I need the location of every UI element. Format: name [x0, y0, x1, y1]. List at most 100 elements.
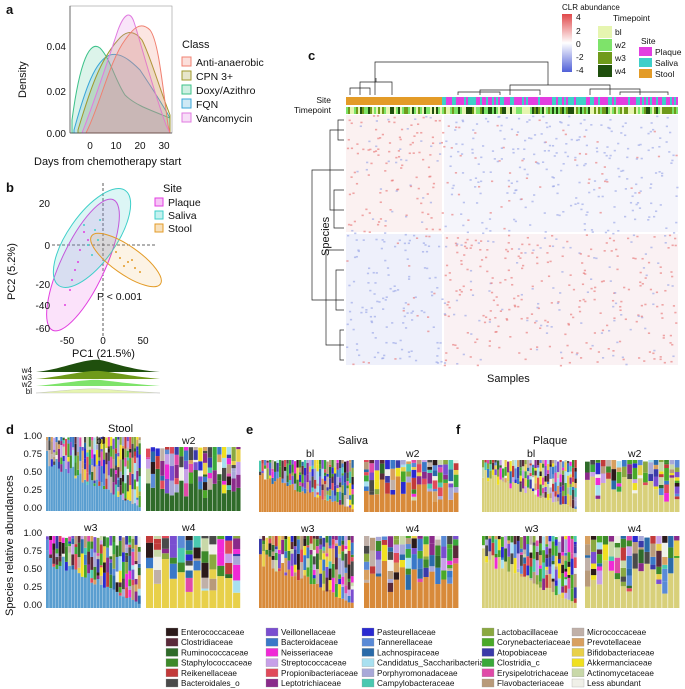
stacked-segment — [336, 502, 339, 512]
stacked-segment — [529, 552, 533, 558]
stacked-segment — [58, 541, 62, 557]
heat-cell — [511, 283, 514, 286]
clr-tick: 2 — [576, 26, 581, 36]
timepoint-cell — [400, 107, 402, 114]
stacked-segment — [509, 471, 512, 484]
heat-cell — [412, 152, 415, 154]
stacked-segment — [653, 464, 659, 470]
stacked-segment — [499, 460, 502, 466]
stacked-segment — [217, 565, 225, 577]
stacked-segment — [614, 547, 621, 558]
stacked-segment — [523, 549, 527, 555]
site-cell — [674, 97, 676, 105]
stacked-segment — [331, 476, 334, 483]
timepoint-cell — [502, 107, 504, 114]
heat-cell — [671, 285, 674, 287]
site-cell — [490, 97, 492, 105]
stacked-segment — [133, 451, 137, 457]
stacked-segment — [411, 462, 417, 468]
timepoint-cell — [490, 107, 492, 114]
timepoint-cell — [408, 107, 410, 114]
timepoint-cell — [376, 107, 378, 114]
stacked-segment — [286, 475, 289, 483]
stacked-segment — [217, 539, 225, 553]
stacked-segment — [77, 567, 81, 574]
heat-cell — [474, 177, 478, 180]
heat-cell — [480, 240, 483, 242]
heat-cell — [356, 349, 359, 351]
stacked-segment — [185, 540, 193, 551]
stacked-segment — [558, 594, 561, 608]
stacked-segment — [117, 496, 120, 511]
stacked-segment — [328, 580, 332, 590]
stacked-segment — [608, 560, 615, 571]
family-swatch — [571, 678, 585, 688]
stacked-segment — [329, 460, 332, 465]
stacked-segment — [212, 447, 217, 456]
stacked-segment — [554, 539, 558, 546]
stacked-segment — [482, 477, 485, 512]
stacked-segment — [128, 586, 132, 590]
family-swatch — [481, 668, 495, 677]
heat-cell — [544, 231, 547, 233]
stacked-segment — [336, 469, 339, 477]
stacked-segment — [55, 451, 58, 455]
stacked-segment — [236, 449, 241, 462]
heat-cell — [367, 149, 370, 151]
stacked-segment — [557, 501, 560, 512]
stacked-segment — [567, 552, 571, 562]
stacked-segment — [316, 483, 319, 486]
heat-cell — [445, 237, 449, 239]
stacked-segment — [552, 460, 555, 464]
site-cell — [658, 97, 660, 105]
stacked-segment — [509, 483, 512, 489]
heat-cell — [513, 192, 516, 194]
stacked-segment — [524, 460, 527, 465]
stacked-segment — [344, 600, 348, 608]
site-cell — [386, 97, 388, 105]
a-xtick: 10 — [110, 141, 122, 152]
site-cell — [644, 97, 646, 105]
stacked-segment — [138, 468, 141, 477]
stacked-segment — [532, 545, 536, 559]
stacked-segment — [526, 565, 530, 576]
timepoint-cell — [508, 107, 510, 114]
stacked-segment — [350, 554, 354, 558]
heat-cell — [502, 146, 505, 149]
stacked-segment — [209, 590, 217, 608]
stacked-segment — [638, 547, 644, 550]
stacked-segment — [632, 493, 638, 512]
stacked-segment — [558, 578, 561, 595]
timepoint-cell — [486, 107, 488, 114]
heat-cell — [672, 232, 676, 234]
heat-cell — [455, 126, 458, 129]
stacked-segment — [331, 490, 334, 502]
family-legend: EnterococcaceaeClostridiaceaeRuminococca… — [165, 627, 655, 688]
heat-cell — [411, 319, 414, 321]
stacked-segment — [545, 575, 549, 588]
stacked-segment — [590, 568, 597, 576]
stacked-segment — [122, 481, 125, 494]
stacked-segment — [567, 505, 570, 512]
stacked-segment — [494, 568, 498, 608]
stacked-segment — [453, 469, 459, 475]
stacked-segment — [46, 440, 49, 451]
heat-cell — [564, 133, 567, 136]
stacked-segment — [300, 549, 304, 563]
stacked-segment — [632, 536, 638, 543]
stacked-segment — [114, 470, 118, 474]
stacked-segment — [432, 465, 438, 471]
stacked-segment — [626, 585, 632, 589]
heat-cell — [470, 333, 473, 335]
heat-cell — [421, 221, 424, 223]
stacked-segment — [567, 599, 571, 608]
heat-cell — [585, 234, 589, 236]
heat-cell — [618, 340, 622, 343]
site-cell — [376, 97, 378, 105]
density-fqn — [73, 53, 171, 134]
heat-cell — [461, 119, 464, 122]
heat-cell — [396, 289, 400, 291]
heat-cell — [548, 345, 552, 348]
heat-cell — [400, 158, 403, 161]
stacked-segment — [537, 489, 540, 497]
